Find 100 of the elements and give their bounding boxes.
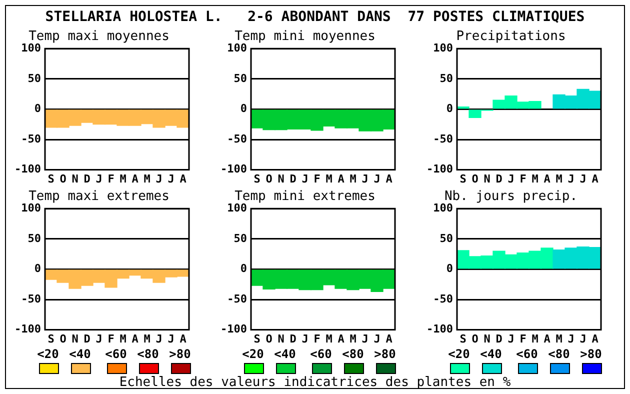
x-tick-label: D: [290, 172, 297, 186]
x-tick-label: M: [120, 332, 127, 346]
x-tick-label: A: [132, 332, 139, 346]
x-tick-label: F: [108, 332, 114, 346]
category-label: <20: [447, 347, 471, 361]
category-label: >80: [579, 347, 603, 361]
x-tick-label: M: [556, 172, 563, 186]
category-label: <80: [136, 347, 160, 361]
y-tick-label: 0: [446, 102, 453, 116]
y-tick-label: -50: [227, 292, 247, 306]
chart-title: Precipitations: [456, 29, 566, 44]
text: Echelles des valeurs indicatrices des plantes en %: [118, 375, 512, 390]
y-tick-label: -50: [433, 132, 453, 146]
category-label: <20: [36, 347, 60, 361]
x-tick-label: A: [386, 172, 393, 186]
x-tick-label: O: [472, 172, 479, 186]
x-tick-label: F: [314, 332, 320, 346]
x-tick-label: M: [326, 332, 333, 346]
x-tick-label: D: [496, 172, 503, 186]
x-tick-label: M: [556, 332, 563, 346]
y-tick-label: 50: [440, 232, 453, 245]
x-tick-label: J: [580, 332, 586, 346]
category-label: <80: [341, 347, 365, 361]
x-tick-label: S: [460, 172, 466, 186]
x-tick-label: J: [374, 172, 380, 186]
x-tick-label: A: [592, 172, 599, 186]
x-tick-label: J: [580, 172, 586, 186]
x-tick-label: M: [350, 332, 357, 346]
y-tick-label: -100: [220, 162, 247, 176]
category-label: >80: [373, 347, 397, 361]
x-tick-label: N: [72, 172, 78, 186]
x-tick-label: J: [156, 172, 162, 186]
x-tick-label: F: [520, 172, 526, 186]
category-label: <60: [515, 347, 539, 361]
x-tick-label: J: [168, 332, 174, 346]
x-tick-label: F: [520, 332, 526, 346]
x-tick-label: N: [484, 172, 490, 186]
x-tick-label: M: [120, 172, 127, 186]
y-tick-label: 50: [234, 72, 247, 85]
category-label: <40: [68, 347, 92, 361]
x-tick-label: A: [132, 172, 139, 186]
x-tick-label: O: [266, 332, 273, 346]
x-tick-label: J: [302, 332, 308, 346]
x-tick-label: S: [460, 332, 466, 346]
y-tick-label: 100: [433, 41, 453, 54]
x-tick-label: S: [48, 172, 54, 186]
x-tick-label: M: [144, 172, 151, 186]
x-tick-label: A: [180, 332, 187, 346]
x-tick-label: F: [108, 172, 114, 186]
y-tick-label: 50: [440, 72, 453, 85]
category-label: <60: [104, 347, 128, 361]
x-tick-label: D: [290, 332, 297, 346]
y-tick-label: 50: [28, 232, 41, 245]
text: STELLARIA HOLOSTEA L. 2-6 ABONDANT DANS 77 POSTES CLIMATIQUES: [44, 9, 586, 25]
x-tick-label: N: [72, 332, 78, 346]
y-tick-label: -100: [220, 322, 247, 336]
x-tick-label: D: [84, 172, 91, 186]
x-tick-label: O: [472, 332, 479, 346]
x-tick-label: F: [314, 172, 320, 186]
x-tick-label: O: [60, 172, 67, 186]
y-tick-label: -50: [21, 292, 41, 306]
y-tick-label: -100: [426, 162, 453, 176]
x-tick-label: A: [180, 172, 187, 186]
x-tick-label: N: [278, 172, 284, 186]
y-tick-label: 50: [28, 72, 41, 85]
x-tick-label: J: [168, 172, 174, 186]
x-tick-label: N: [484, 332, 490, 346]
x-tick-label: M: [350, 172, 357, 186]
x-tick-label: A: [338, 172, 345, 186]
x-tick-label: A: [338, 332, 345, 346]
y-tick-label: 0: [34, 102, 41, 116]
y-tick-label: -100: [14, 322, 41, 336]
x-tick-label: J: [156, 332, 162, 346]
y-tick-label: -100: [14, 162, 41, 176]
x-tick-label: M: [144, 332, 151, 346]
x-tick-label: J: [362, 332, 368, 346]
x-tick-label: J: [374, 332, 380, 346]
x-tick-label: O: [266, 172, 273, 186]
y-tick-label: 0: [34, 262, 41, 276]
category-label: <20: [241, 347, 265, 361]
x-tick-label: J: [96, 332, 102, 346]
y-tick-label: 0: [446, 262, 453, 276]
x-tick-label: D: [496, 332, 503, 346]
y-tick-label: -50: [433, 292, 453, 306]
category-label: <40: [273, 347, 297, 361]
category-label: >80: [168, 347, 192, 361]
x-tick-label: A: [386, 332, 393, 346]
x-tick-label: J: [362, 172, 368, 186]
x-tick-label: A: [544, 332, 551, 346]
y-tick-label: 50: [234, 232, 247, 245]
category-label: <40: [479, 347, 503, 361]
x-tick-label: M: [532, 332, 539, 346]
y-tick-label: 0: [240, 102, 247, 116]
x-tick-label: N: [278, 332, 284, 346]
y-tick-label: -50: [227, 132, 247, 146]
x-tick-label: J: [568, 332, 574, 346]
x-tick-label: A: [592, 332, 599, 346]
x-tick-label: J: [568, 172, 574, 186]
x-tick-label: A: [544, 172, 551, 186]
x-tick-label: M: [326, 172, 333, 186]
